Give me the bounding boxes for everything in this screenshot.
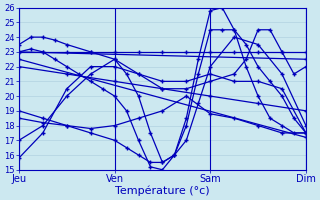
X-axis label: Température (°c): Température (°c)	[115, 185, 210, 196]
